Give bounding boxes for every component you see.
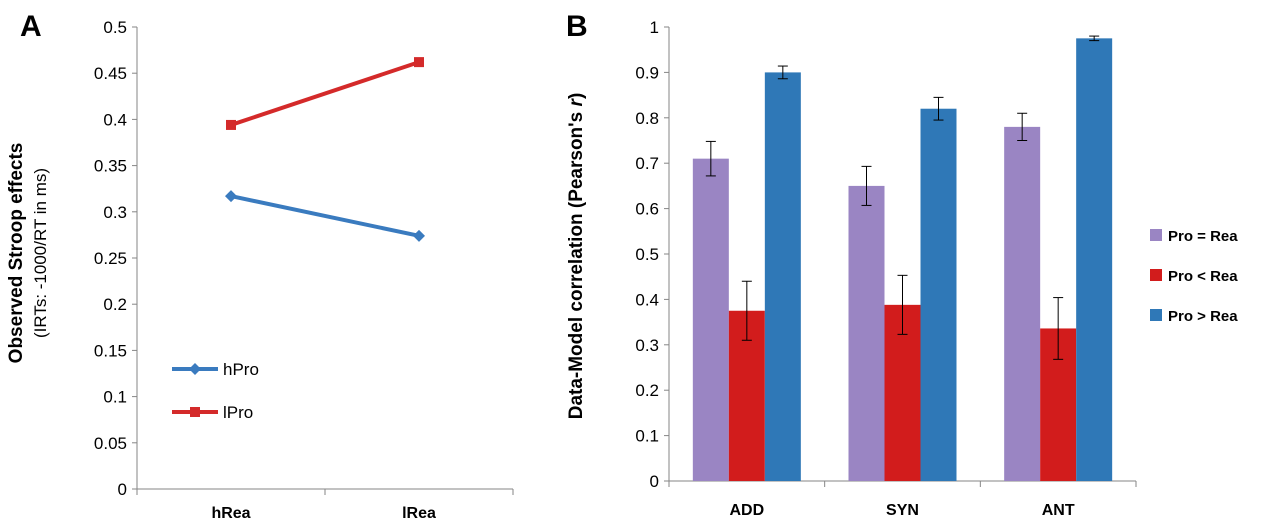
panel-b-bar (1004, 126, 1041, 481)
panel-b-bar-chart: B Data-Model correlation (Pearson's r) 0… (566, 10, 1238, 519)
panel-b-y-tick-label: 0.5 (635, 245, 659, 264)
panel-b-y-tick-label: 0.2 (635, 381, 659, 400)
panel-b-legend-label: Pro = Rea (1168, 228, 1238, 245)
panel-b-bars (692, 35, 1113, 482)
panel-b-y-tick-label: 0.9 (635, 63, 659, 82)
panel-b-legend-label: Pro < Rea (1168, 268, 1238, 285)
panel-a-legend-label: hPro (223, 360, 259, 379)
panel-b-ylabel-end: ) (566, 93, 587, 99)
panel-b-legend-label: Pro > Rea (1168, 308, 1238, 325)
panel-b-y-tick-label: 0.6 (635, 200, 659, 219)
panel-b-y-tick-label: 0.1 (635, 427, 659, 446)
panel-a-axes (136, 27, 514, 495)
panel-b-y-tick-label: 0.4 (635, 290, 659, 309)
panel-b-y-tick-label: 0.7 (635, 154, 659, 173)
panel-a-y-tick-label: 0.45 (94, 64, 127, 83)
panel-b-bar (848, 185, 885, 481)
panel-a-ylabel-line2: (IRTs: -1000/RT in ms) (31, 168, 50, 338)
panel-b-ylabel-italic: r (566, 97, 587, 106)
panel-a-letter: A (20, 10, 42, 43)
panel-a-point-lPro (414, 57, 424, 68)
panel-a-y-tick-label: 0.25 (94, 249, 127, 268)
panel-a-legend: hPro lPro (172, 360, 259, 422)
panel-b-legend-swatch (1150, 269, 1162, 281)
panel-a-legend-label: lPro (223, 403, 253, 422)
panel-a-line-lPro (230, 60, 420, 127)
panel-a-line-chart: A Observed Stroop effects (IRTs: -1000/R… (6, 10, 514, 522)
panel-a-y-ticks: 0 0.05 0.1 0.15 0.2 0.25 0.3 0.35 0.4 0.45 0.5 (94, 18, 137, 499)
panel-a-y-tick-label: 0.05 (94, 434, 127, 453)
panel-b-y-ticks: 0 0.1 0.2 0.3 0.4 0.5 0.6 0.7 0.8 0.9 1 (635, 18, 669, 491)
panel-a-y-tick-label: 0.5 (103, 18, 127, 37)
panel-a-point-hPro (225, 190, 237, 203)
panel-b-legend-swatch (1150, 309, 1162, 321)
panel-b-x-tick-label: ADD (729, 502, 764, 519)
panel-b-bar (1076, 38, 1113, 481)
panel-b-ylabel-main: Data-Model correlation (Pearson's (566, 106, 587, 419)
panel-a-ylabel-line1: Observed Stroop effects (6, 143, 27, 364)
panel-a-y-tick-label: 0.35 (94, 157, 127, 176)
panel-b-y-tick-label: 0 (650, 472, 659, 491)
panel-b-bar (692, 158, 729, 481)
panel-b-x-tick-label: SYN (886, 502, 919, 519)
panel-a-point-hPro (413, 229, 425, 242)
panel-a-legend-marker-hPro (189, 363, 201, 375)
panel-a-y-tick-label: 0.4 (103, 110, 127, 129)
panel-b-letter: B (566, 10, 588, 43)
panel-a-x-ticks: hRea lRea (211, 505, 436, 522)
panel-b-ylabel: Data-Model correlation (Pearson's r) (566, 93, 587, 420)
panel-b-x-ticks: ADD SYN ANT (729, 502, 1074, 519)
panel-b-y-tick-label: 0.3 (635, 336, 659, 355)
panel-a-legend-marker-lPro (190, 407, 200, 417)
panel-b-bar (764, 72, 801, 482)
panel-a-x-tick-label: hRea (211, 505, 250, 522)
panel-b-bar (920, 108, 957, 481)
panel-b-y-tick-label: 1 (650, 18, 659, 37)
panel-a-y-tick-label: 0 (118, 480, 127, 499)
panel-b-x-tick-label: ANT (1042, 502, 1075, 519)
panel-a-y-tick-label: 0.1 (103, 388, 127, 407)
panel-a-series (225, 57, 425, 242)
panel-a-point-lPro (226, 119, 236, 130)
panel-b-y-tick-label: 0.8 (635, 109, 659, 128)
panel-a-y-tick-label: 0.15 (94, 341, 127, 360)
panel-b-legend: Pro = Rea Pro < Rea Pro > Rea (1150, 228, 1238, 325)
panel-a-x-tick-label: lRea (402, 505, 436, 522)
panel-a-y-tick-label: 0.3 (103, 203, 127, 222)
panel-a-y-tick-label: 0.2 (103, 295, 127, 314)
panel-b-legend-swatch (1150, 229, 1162, 241)
panel-a-line-hPro (230, 194, 420, 238)
